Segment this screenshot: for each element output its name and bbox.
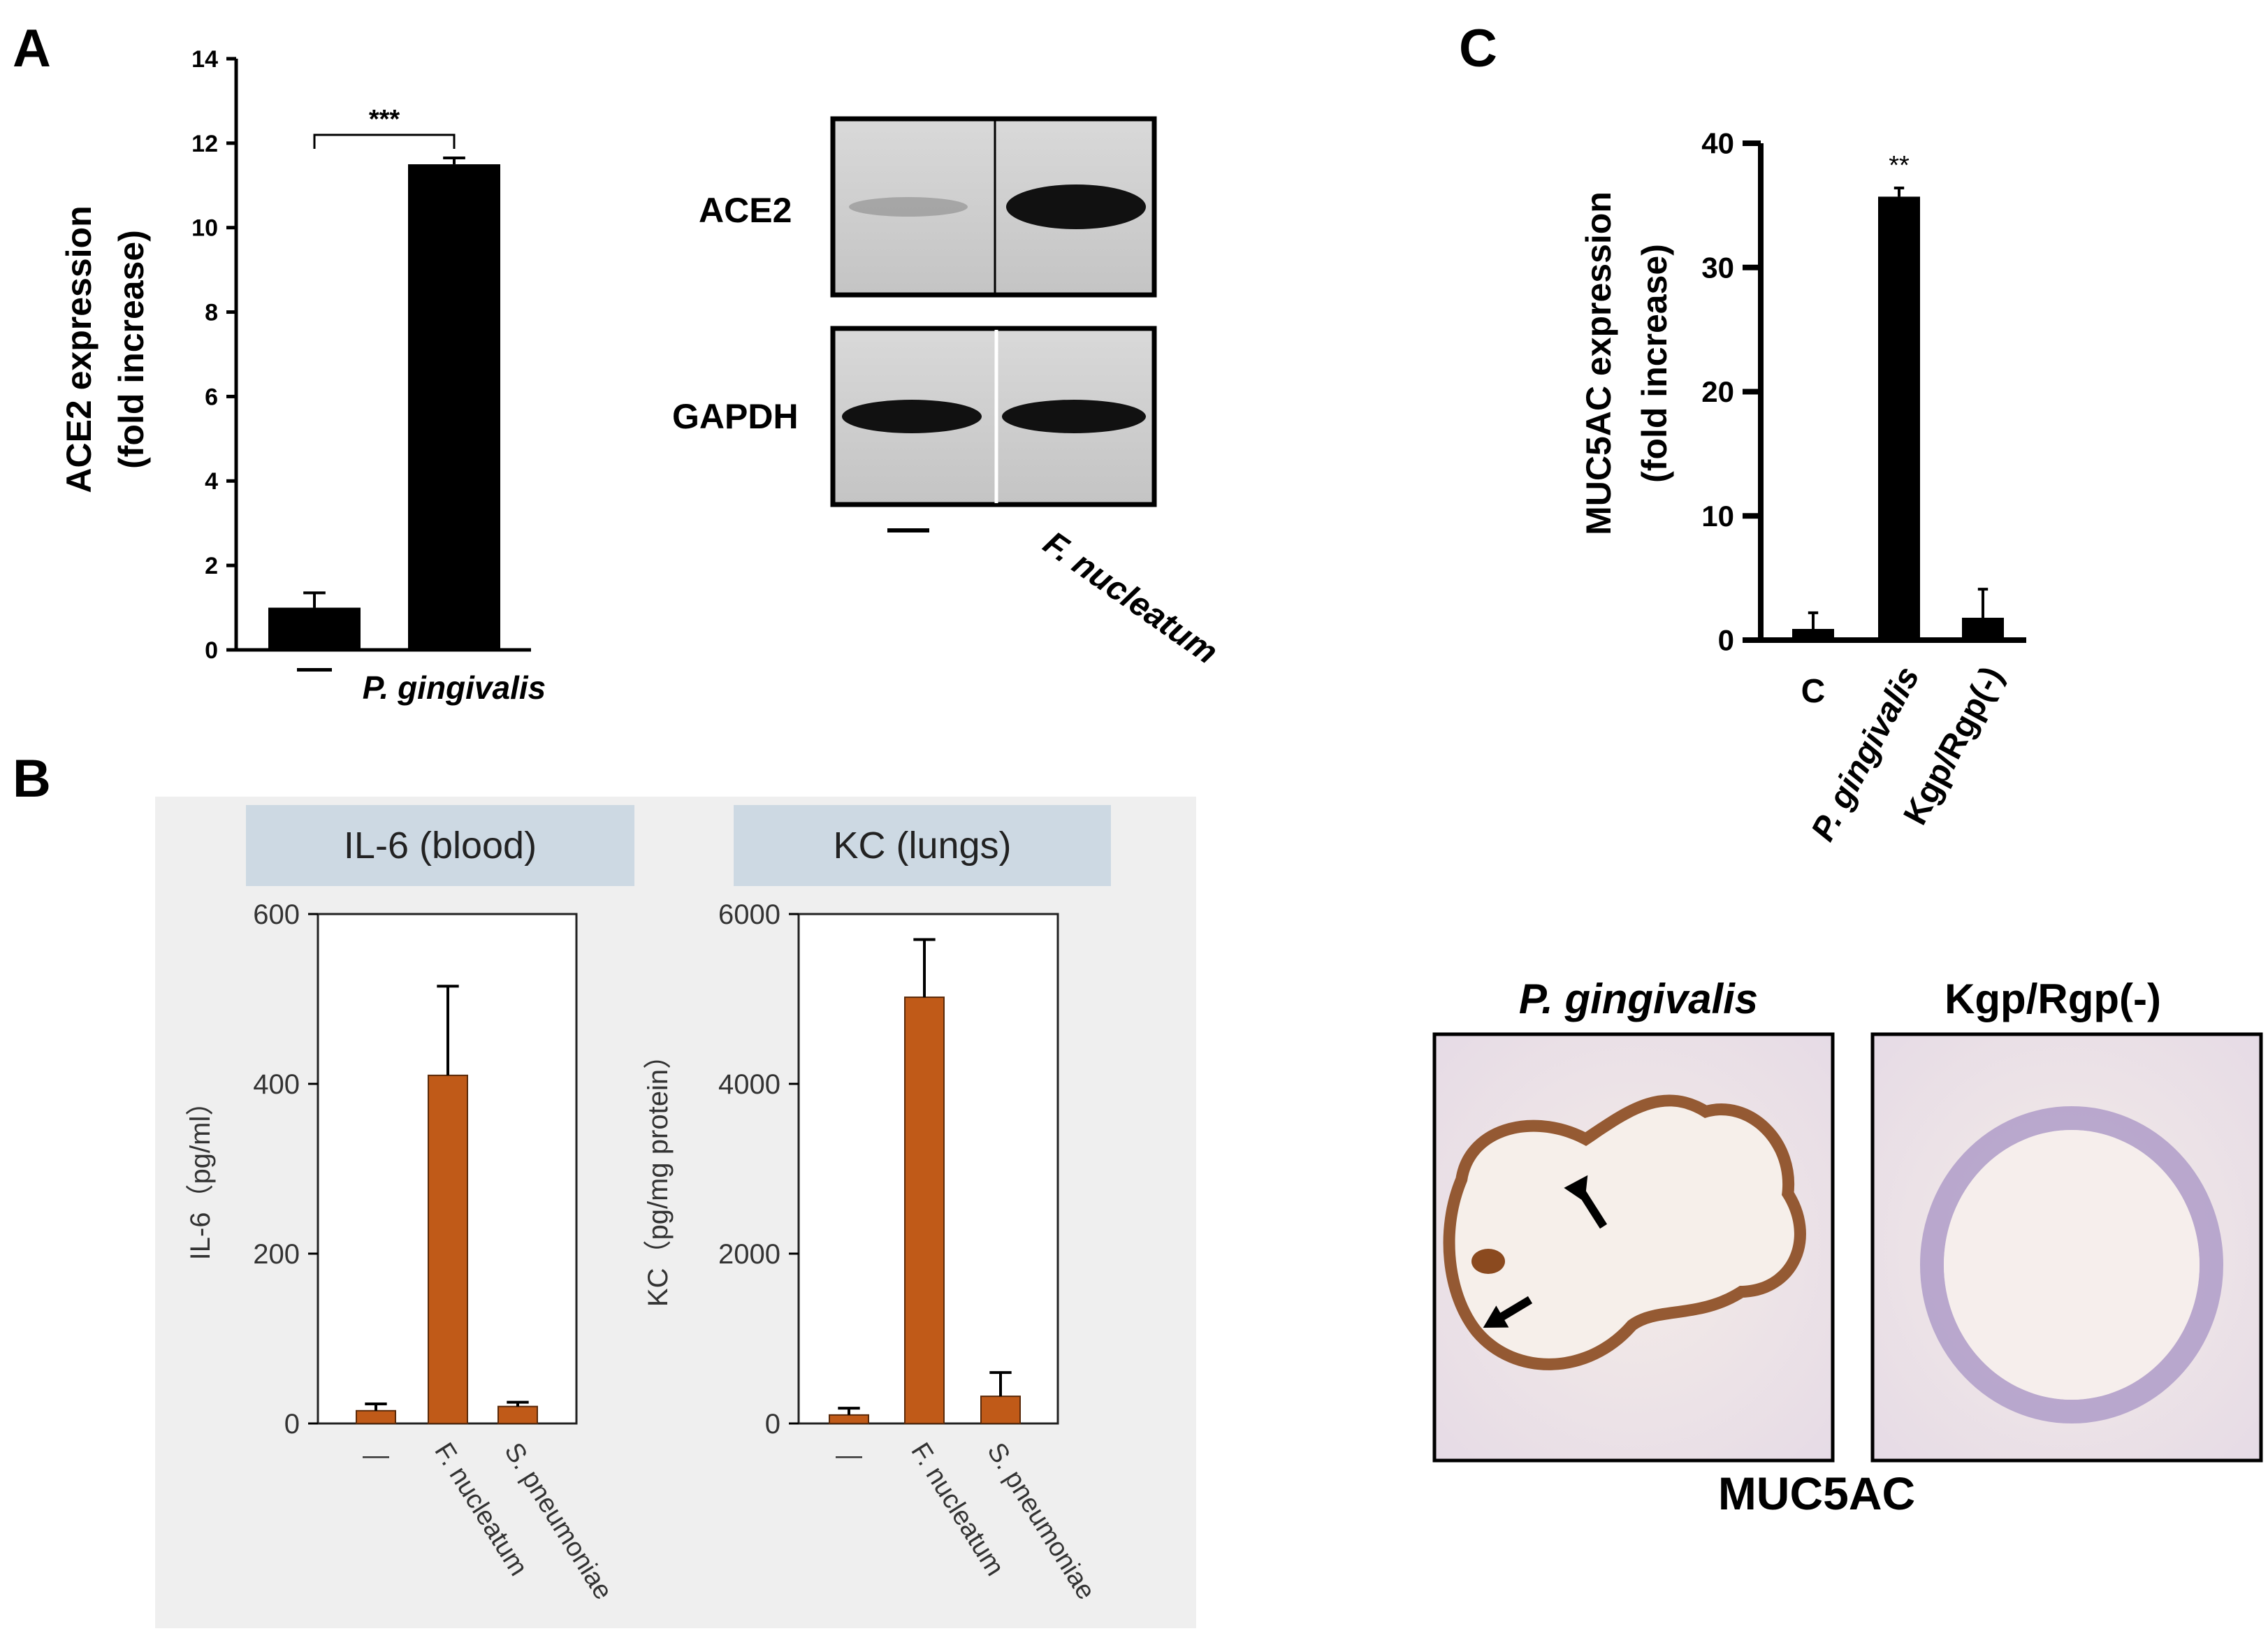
histology-label-pgingivalis: P. gingivalis <box>1519 976 1758 1022</box>
y-tick-label: 8 <box>205 299 218 326</box>
category-label: — <box>297 648 332 687</box>
bar <box>829 1414 869 1424</box>
significance-bracket <box>313 133 456 149</box>
y-axis-label: (fold increase) <box>112 230 151 469</box>
y-axis-label: MUC5AC expression <box>1579 191 1618 535</box>
y-tick-label: 2000 <box>718 1239 780 1270</box>
y-axis-label: KC（pg/mg protein） <box>643 1041 674 1307</box>
ace2-band-control <box>849 197 968 217</box>
kc-header: KC (lungs) <box>833 825 1011 867</box>
y-tick-label: 0 <box>284 1409 300 1440</box>
gapdh-band-control <box>842 400 982 433</box>
mucus-clump <box>1471 1249 1505 1274</box>
arrow-icon <box>1483 1296 1533 1328</box>
y-tick-label: 12 <box>191 131 218 157</box>
bar <box>497 1405 538 1424</box>
panel-letter-b: B <box>13 749 51 809</box>
y-tick-label: 600 <box>253 899 300 930</box>
y-tick-label: 6000 <box>718 899 780 930</box>
y-axis-label: IL-6（pg/ml） <box>185 1088 216 1261</box>
bar <box>268 607 361 650</box>
airway-lumen <box>1455 1106 1794 1358</box>
y-tick-label: 0 <box>205 637 218 664</box>
significance-stars: *** <box>369 105 400 134</box>
blot-lane-control: — <box>887 504 929 551</box>
y-tick-label: 0 <box>1718 624 1734 657</box>
y-tick-label: 400 <box>253 1069 300 1100</box>
bar <box>1792 629 1834 640</box>
il6-header: IL-6 (blood) <box>344 825 537 867</box>
blot-lane-fnucleatum: F. nucleatum <box>1037 525 1225 672</box>
histology: P. gingivalis Kgp/Rgp(-) MUC5AC <box>1432 976 2263 1519</box>
blot-label-gapdh: GAPDH <box>672 397 799 436</box>
y-tick-label: 40 <box>1701 127 1734 160</box>
y-tick-label: 14 <box>191 46 218 73</box>
gapdh-band-treated <box>1002 400 1146 433</box>
bar <box>1878 196 1920 640</box>
y-tick-label: 6 <box>205 384 218 410</box>
category-label: C <box>1801 673 1826 710</box>
histology-label-kgprgp: Kgp/Rgp(-) <box>1944 976 2161 1022</box>
y-axis-label: (fold increase) <box>1635 244 1674 483</box>
bar <box>980 1396 1021 1424</box>
bar <box>904 996 945 1424</box>
y-tick-label: 30 <box>1701 251 1734 284</box>
y-tick-label: 4000 <box>718 1069 780 1100</box>
bar <box>428 1074 468 1424</box>
bar <box>408 164 500 651</box>
western-blot: ACE2 GAPDH — F. nucleatum <box>672 116 1225 672</box>
y-axis-label: ACE2 expression <box>59 205 99 493</box>
chart-a-ace2-expression: 0 2 4 6 8 10 12 14 — P. gingivalis ACE2 expression… <box>59 46 546 706</box>
y-tick-label: 20 <box>1701 375 1734 408</box>
histology-caption: MUC5AC <box>1718 1467 1915 1519</box>
blot-label-ace2: ACE2 <box>699 191 792 230</box>
y-tick-label: 200 <box>253 1239 300 1270</box>
arrow-icon <box>1564 1175 1608 1229</box>
kc-header-box <box>734 805 1111 886</box>
y-tick-label: 4 <box>205 468 218 495</box>
airway-wall-unstained <box>1920 1106 2223 1423</box>
category-label: — <box>836 1441 862 1470</box>
airway-lumen-kgprgp <box>1944 1130 2200 1400</box>
panel-letter-a: A <box>13 19 51 78</box>
bar <box>1962 618 2004 640</box>
category-label: P. gingivalis <box>363 669 546 706</box>
y-tick-label: 10 <box>1701 500 1734 532</box>
il6-header-box <box>246 805 634 886</box>
bar <box>356 1409 396 1425</box>
significance-stars: ** <box>1889 151 1910 180</box>
y-tick-label: 2 <box>205 553 218 579</box>
panel-letter-c: C <box>1459 19 1497 78</box>
y-tick-label: 10 <box>191 215 218 242</box>
y-tick-label: 0 <box>765 1409 780 1440</box>
ace2-band-treated <box>1006 184 1146 229</box>
category-label: — <box>363 1441 389 1470</box>
